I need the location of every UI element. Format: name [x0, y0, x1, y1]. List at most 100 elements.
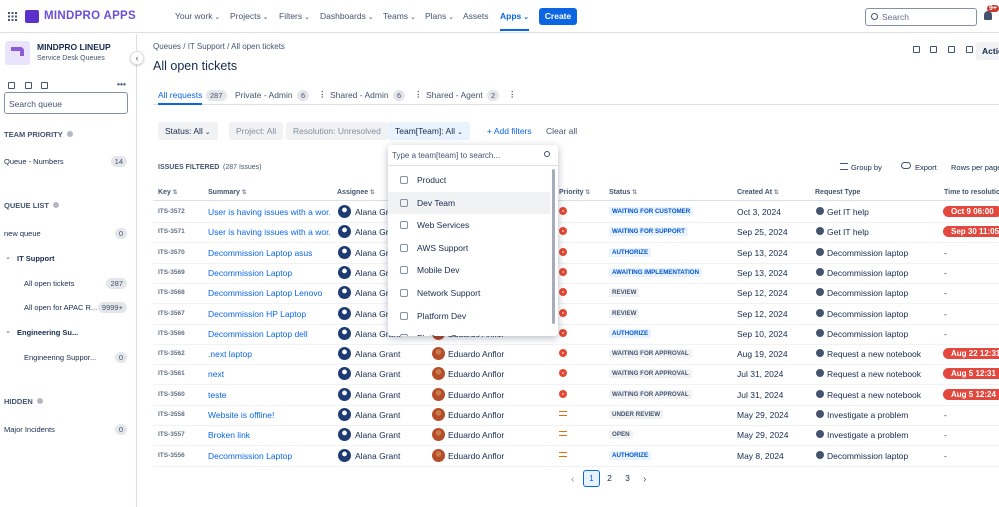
- column-header[interactable]: Priority ⇅: [559, 189, 591, 196]
- export[interactable]: Export: [915, 163, 937, 172]
- column-header[interactable]: Time to resolution: [944, 189, 999, 196]
- tab[interactable]: Shared - Admin: [330, 90, 389, 100]
- nav-item[interactable]: Your work ⌄: [175, 11, 221, 21]
- caret: ⌄: [408, 14, 416, 21]
- page-button[interactable]: 3: [625, 473, 630, 483]
- clear-all[interactable]: Clear all: [546, 126, 578, 136]
- column-header[interactable]: Request Type: [815, 189, 861, 196]
- column-header[interactable]: Assignee ⇅: [337, 189, 375, 196]
- issue-key[interactable]: ITS-3562: [158, 350, 185, 358]
- header-icon[interactable]: [913, 46, 920, 53]
- queue-item[interactable]: new queue: [4, 229, 41, 238]
- issue-key[interactable]: ITS-3568: [158, 289, 185, 297]
- queue-group[interactable]: Engineering Su...: [17, 328, 79, 337]
- search-box[interactable]: Search: [865, 8, 977, 26]
- team-option[interactable]: Product: [388, 169, 550, 191]
- nav-item[interactable]: Assets: [463, 11, 489, 21]
- collapse-button[interactable]: ‹: [130, 51, 144, 65]
- issue-key[interactable]: ITS-3566: [158, 329, 185, 337]
- group-caret[interactable]: ⌄: [5, 254, 11, 261]
- queue-item[interactable]: Major Incidents: [4, 425, 55, 434]
- breadcrumb[interactable]: Queues / IT Support / All open tickets: [153, 42, 285, 51]
- prev-page[interactable]: ‹: [571, 474, 575, 485]
- nav-item[interactable]: Teams ⌄: [383, 11, 416, 21]
- logo-icon[interactable]: [25, 10, 39, 23]
- team-option[interactable]: AWS Support: [388, 237, 550, 259]
- issue-key[interactable]: ITS-3569: [158, 268, 185, 276]
- issue-summary[interactable]: Decommission Laptop dell: [208, 328, 308, 339]
- issue-summary[interactable]: Decommission Laptop Lenovo: [208, 288, 323, 299]
- team-option[interactable]: Platform Dev: [388, 305, 550, 327]
- column-header[interactable]: Key ⇅: [158, 189, 178, 196]
- page-button[interactable]: 1: [583, 470, 600, 487]
- issue-key[interactable]: ITS-3570: [158, 248, 185, 256]
- issue-key[interactable]: ITS-3572: [158, 208, 185, 215]
- issue-summary[interactable]: User is having issues with a wor...: [208, 207, 330, 217]
- issue-summary[interactable]: User is having issues with a wor...: [208, 227, 330, 238]
- nav-item[interactable]: Projects ⌄: [230, 11, 269, 21]
- issue-summary[interactable]: next: [208, 369, 225, 380]
- column-header[interactable]: Status ⇅: [609, 189, 638, 196]
- issue-summary[interactable]: teste: [208, 389, 227, 400]
- header-icon[interactable]: [948, 46, 955, 53]
- issue-key[interactable]: ITS-3567: [158, 309, 185, 317]
- toolbar-icon[interactable]: [41, 82, 48, 89]
- header-icon[interactable]: [966, 46, 973, 53]
- issue-key[interactable]: ITS-3561: [158, 370, 185, 378]
- create-button[interactable]: Create: [539, 8, 577, 25]
- issue-summary[interactable]: Broken link: [208, 430, 251, 441]
- team-search-placeholder[interactable]: Type a team[team] to search...: [392, 151, 501, 160]
- group-caret[interactable]: ⌄: [5, 328, 11, 335]
- queue-item[interactable]: All open for APAC R...: [24, 303, 98, 312]
- toolbar-icon[interactable]: [25, 82, 32, 89]
- team-option[interactable]: Network Support: [388, 282, 550, 304]
- nav-item[interactable]: Apps ⌄: [500, 11, 530, 31]
- issue-summary[interactable]: .next laptop: [208, 349, 252, 360]
- team-option[interactable]: Dev Team: [388, 191, 550, 214]
- issue-summary[interactable]: Decommission Laptop: [208, 267, 293, 278]
- rows-per-page[interactable]: Rows per page: [951, 163, 999, 172]
- team-option[interactable]: Platform Support: [388, 327, 550, 336]
- reporter-avatar: [432, 428, 445, 442]
- page-button[interactable]: 2: [607, 473, 612, 483]
- logo-text[interactable]: MINDPRO APPS: [44, 10, 136, 22]
- issue-key[interactable]: ITS-3557: [158, 431, 185, 439]
- issue-summary[interactable]: Decommission Laptop asus: [208, 247, 313, 258]
- tab[interactable]: All requests: [158, 90, 203, 105]
- nav-item[interactable]: Filters ⌄: [279, 11, 310, 21]
- column-header[interactable]: Created At ⇅: [737, 189, 779, 196]
- issue-key[interactable]: ITS-3556: [158, 451, 185, 459]
- queue-group[interactable]: IT Support: [17, 254, 55, 263]
- nav-item[interactable]: Dashboards ⌄: [320, 11, 374, 21]
- issue-summary[interactable]: Decommission HP Laptop: [208, 308, 307, 319]
- app-switcher[interactable]: [8, 12, 17, 21]
- filter-button[interactable]: Status: All ⌄: [158, 122, 218, 140]
- issue-summary[interactable]: Website is offline!: [208, 410, 275, 420]
- issue-key[interactable]: ITS-3558: [158, 411, 185, 418]
- issue-key[interactable]: ITS-3560: [158, 390, 185, 398]
- filter-button[interactable]: Team[Team]: All ⌄: [388, 122, 470, 140]
- issue-summary[interactable]: Decommission Laptop: [208, 450, 293, 461]
- team-option[interactable]: Web Services: [388, 214, 550, 236]
- queue-item[interactable]: All open tickets: [24, 279, 75, 288]
- column-header[interactable]: Summary ⇅: [208, 189, 247, 196]
- group-by[interactable]: Group by: [851, 163, 882, 172]
- queue-item[interactable]: Queue - Numbers: [4, 157, 64, 166]
- queue-item[interactable]: Engineering Suppor...: [24, 353, 97, 362]
- actions-button[interactable]: Actions: [976, 42, 999, 60]
- issue-key[interactable]: ITS-3571: [158, 228, 185, 236]
- tab[interactable]: Private - Admin: [235, 90, 293, 100]
- tab[interactable]: Shared - Agent: [426, 90, 483, 100]
- toolbar-icon[interactable]: [8, 82, 15, 89]
- team-option[interactable]: Mobile Dev: [388, 259, 550, 281]
- bell-icon[interactable]: [984, 11, 992, 20]
- tab-menu[interactable]: ⋮: [414, 89, 423, 99]
- add-filters[interactable]: + Add filters: [487, 126, 532, 136]
- header-icon[interactable]: [930, 46, 937, 53]
- next-page[interactable]: ›: [643, 474, 647, 485]
- more-button[interactable]: •••: [117, 79, 126, 89]
- tab-menu[interactable]: ⋮: [508, 89, 517, 99]
- nav-item[interactable]: Plans ⌄: [425, 11, 455, 21]
- tab-menu[interactable]: ⋮: [318, 89, 327, 99]
- queue-search[interactable]: Search queue: [4, 92, 128, 114]
